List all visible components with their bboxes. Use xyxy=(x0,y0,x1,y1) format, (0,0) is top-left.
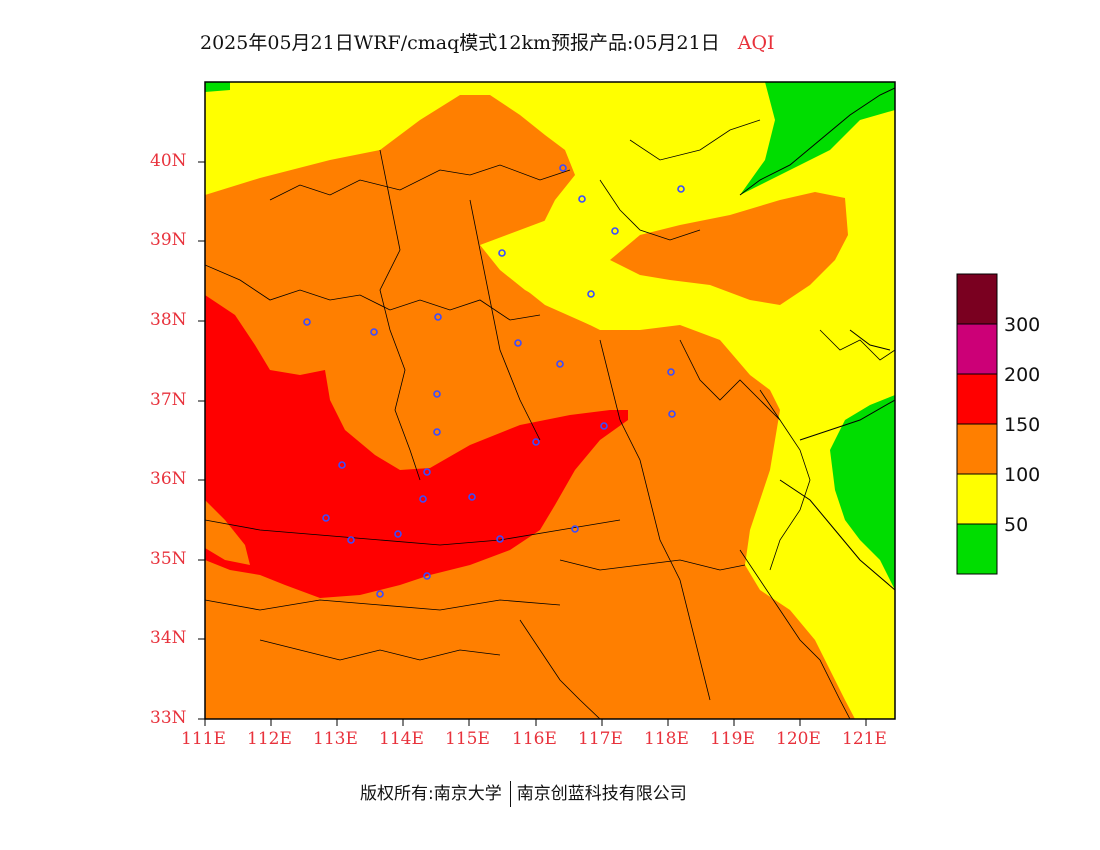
legend-label-300: 300 xyxy=(1004,314,1040,336)
lon-label-114e: 114E xyxy=(379,729,424,749)
legend-colorbar xyxy=(957,274,997,574)
lon-label-117e: 117E xyxy=(578,729,623,749)
legend-swatch-0-50 xyxy=(957,524,997,574)
lat-label-34n: 34N xyxy=(150,628,187,648)
legend-label-50: 50 xyxy=(1004,514,1028,536)
lat-label-36n: 36N xyxy=(150,469,187,489)
legend-label-200: 200 xyxy=(1004,364,1040,386)
legend-swatch-100-150 xyxy=(957,424,997,474)
lon-label-113e: 113E xyxy=(313,729,358,749)
legend-label-100: 100 xyxy=(1004,464,1040,486)
lat-label-40n: 40N xyxy=(150,151,187,171)
lon-label-112e: 112E xyxy=(247,729,292,749)
legend-swatch-150-200 xyxy=(957,374,997,424)
copyright-footer: 版权所有:南京大学 南京创蓝科技有限公司 xyxy=(360,779,687,807)
lat-label-38n: 38N xyxy=(150,310,187,330)
lat-label-37n: 37N xyxy=(150,390,187,410)
company-text: 南京创蓝科技有限公司 xyxy=(517,784,687,804)
lat-label-33n: 33N xyxy=(150,708,187,728)
lon-label-119e: 119E xyxy=(710,729,755,749)
legend-swatch-200-300 xyxy=(957,324,997,374)
legend-swatch-300plus xyxy=(957,274,997,324)
lon-label-121e: 121E xyxy=(842,729,887,749)
lat-label-35n: 35N xyxy=(150,549,187,569)
map-field xyxy=(205,82,895,719)
lon-label-120e: 120E xyxy=(776,729,821,749)
footer-divider xyxy=(510,781,511,807)
lon-label-111e: 111E xyxy=(181,729,226,749)
legend-swatch-50-100 xyxy=(957,474,997,524)
lon-label-115e: 115E xyxy=(445,729,490,749)
lon-label-116e: 116E xyxy=(512,729,557,749)
lat-label-39n: 39N xyxy=(150,230,187,250)
lon-label-118e: 118E xyxy=(644,729,689,749)
legend-label-150: 150 xyxy=(1004,414,1040,436)
copyright-text: 版权所有:南京大学 xyxy=(360,784,502,804)
